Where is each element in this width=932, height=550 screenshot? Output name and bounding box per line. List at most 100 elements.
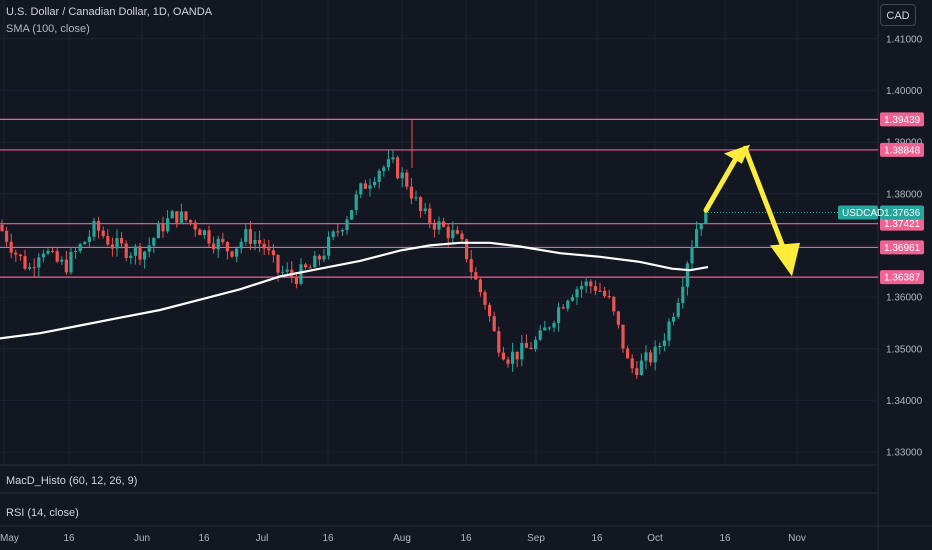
candle-body bbox=[589, 281, 593, 287]
level-tag: 1.36387 bbox=[880, 270, 924, 285]
candle-body bbox=[419, 197, 423, 212]
candle-body bbox=[37, 257, 41, 268]
candle-body bbox=[396, 157, 400, 179]
sma-line bbox=[0, 241, 709, 340]
candle bbox=[635, 360, 639, 379]
y-tick-label: 1.38000 bbox=[886, 189, 923, 200]
candle bbox=[253, 231, 257, 251]
candle bbox=[414, 190, 418, 202]
candle-body bbox=[156, 223, 160, 239]
candle bbox=[216, 235, 220, 258]
candle bbox=[9, 233, 13, 259]
candle bbox=[391, 149, 395, 164]
candle-body bbox=[616, 311, 620, 325]
candle-body bbox=[524, 342, 528, 348]
candle-body bbox=[138, 246, 142, 260]
candle-body bbox=[511, 351, 515, 364]
candle-body bbox=[570, 297, 574, 301]
candle bbox=[115, 229, 119, 257]
candle bbox=[662, 333, 666, 352]
candle bbox=[110, 237, 114, 257]
candle-body bbox=[83, 241, 87, 245]
candle bbox=[603, 286, 607, 299]
candle bbox=[386, 150, 390, 171]
candle bbox=[41, 249, 45, 263]
candle bbox=[699, 223, 703, 237]
candle-body bbox=[14, 252, 18, 255]
y-tick-label: 1.33000 bbox=[886, 448, 923, 459]
x-tick-label: 16 bbox=[63, 533, 75, 544]
candle bbox=[598, 282, 602, 292]
candle-body bbox=[538, 330, 542, 340]
candle-body bbox=[501, 352, 505, 360]
candle-body bbox=[225, 242, 229, 252]
candle-body bbox=[294, 276, 298, 284]
level-tag-text: 1.37421 bbox=[884, 219, 921, 230]
currency-button[interactable]: CAD bbox=[880, 4, 916, 26]
candle bbox=[336, 223, 340, 237]
candle-body bbox=[327, 236, 331, 256]
level-tag-bg bbox=[880, 216, 924, 231]
candle-body bbox=[575, 289, 579, 298]
candle bbox=[221, 232, 225, 245]
candle-body bbox=[446, 226, 450, 239]
candle bbox=[101, 226, 105, 239]
candle bbox=[607, 289, 611, 299]
candle bbox=[350, 209, 354, 221]
candle bbox=[584, 278, 588, 293]
candle-body bbox=[368, 185, 372, 189]
candle-body bbox=[391, 157, 395, 160]
candle-body bbox=[230, 251, 234, 257]
candle-body bbox=[51, 250, 55, 252]
candle bbox=[64, 250, 68, 275]
candle-body bbox=[695, 229, 699, 247]
candle-body bbox=[626, 348, 630, 359]
candle-body bbox=[133, 246, 137, 256]
candle-body bbox=[658, 345, 662, 347]
candle bbox=[207, 225, 211, 248]
x-tick-label: 16 bbox=[591, 533, 603, 544]
candle-body bbox=[248, 229, 252, 244]
candle bbox=[55, 248, 59, 264]
candle bbox=[294, 272, 298, 289]
candle bbox=[354, 190, 358, 216]
candle bbox=[152, 236, 156, 253]
candlestick-series bbox=[0, 118, 708, 379]
candle-body bbox=[474, 272, 478, 280]
candle bbox=[515, 351, 519, 368]
candle bbox=[534, 336, 538, 352]
candle bbox=[639, 353, 643, 376]
time-axis[interactable]: May 16 Jun 16 Jul 16 Aug 16 Sep 16 Oct 16 Nov bbox=[0, 533, 806, 544]
candle-body bbox=[189, 220, 193, 223]
candle-body bbox=[0, 224, 4, 231]
candle-body bbox=[9, 241, 13, 253]
candle-body bbox=[207, 230, 211, 244]
level-tag-bg bbox=[880, 112, 924, 127]
candle bbox=[589, 279, 593, 294]
candle bbox=[193, 219, 197, 237]
rsi-pane-label: RSI (14, close) bbox=[6, 507, 79, 519]
candle bbox=[649, 349, 653, 366]
candle-body bbox=[244, 229, 248, 242]
candle-body bbox=[5, 230, 9, 242]
candle bbox=[580, 281, 584, 298]
candle-body bbox=[212, 243, 216, 250]
candle bbox=[488, 302, 492, 322]
candle bbox=[92, 217, 96, 241]
candle bbox=[672, 312, 676, 326]
candle-body bbox=[276, 255, 280, 273]
candle bbox=[225, 241, 229, 260]
candle-body bbox=[41, 253, 45, 258]
candle bbox=[644, 345, 648, 370]
candle bbox=[621, 324, 625, 353]
candle-body bbox=[18, 254, 22, 257]
candle-body bbox=[534, 339, 538, 349]
candle-body bbox=[64, 259, 68, 273]
price-tag-bg bbox=[880, 205, 924, 220]
candle bbox=[437, 216, 441, 235]
candle bbox=[382, 165, 386, 177]
candle bbox=[120, 232, 124, 249]
candle bbox=[129, 252, 133, 265]
candle-body bbox=[285, 269, 289, 272]
